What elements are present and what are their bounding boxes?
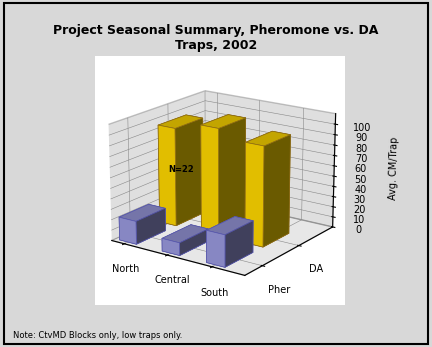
- Text: Note: CtvMD Blocks only, low traps only.: Note: CtvMD Blocks only, low traps only.: [13, 331, 182, 340]
- Text: Project Seasonal Summary, Pheromone vs. DA
Traps, 2002: Project Seasonal Summary, Pheromone vs. …: [53, 24, 379, 52]
